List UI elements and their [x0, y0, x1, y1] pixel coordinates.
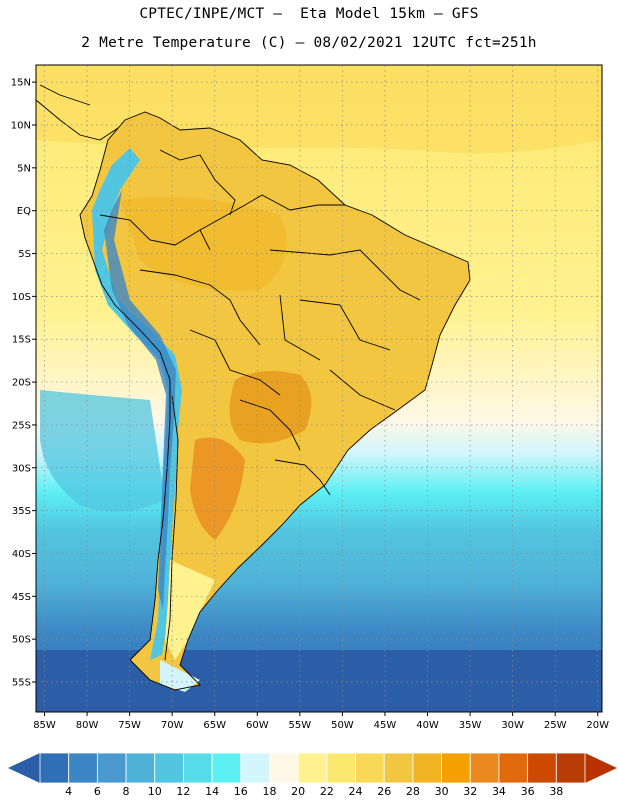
- colorbar-label: 16: [234, 785, 248, 798]
- border-chile-argentina: [164, 394, 179, 661]
- cold-southern-ocean: [36, 650, 602, 712]
- border-brazil-north: [199, 194, 345, 231]
- lon-tick-label: 25W: [544, 720, 567, 731]
- country-borders: [36, 84, 471, 691]
- lon-tick-label: 60W: [246, 720, 269, 731]
- border-peru-bolivia-brazil: [139, 269, 261, 346]
- lat-tick-label: 25S: [12, 420, 31, 431]
- lat-tick-label: 55S: [12, 678, 31, 689]
- lon-tick-label: 80W: [76, 720, 99, 731]
- colorbar-cell: [412, 752, 442, 784]
- colorbar-label: 18: [262, 785, 276, 798]
- colorbar-cell: [68, 752, 98, 784]
- colorbar-cell: [326, 752, 356, 784]
- colorbar-low-arrow: [8, 753, 40, 783]
- colorbar-cell: [154, 752, 184, 784]
- colorbar-cell: [469, 752, 500, 784]
- brazil-states: [269, 249, 421, 411]
- colorbar-cell: [355, 752, 385, 784]
- map-field: [36, 65, 602, 712]
- colorbar-label: 36: [521, 785, 535, 798]
- latitude-axis: 15N 10N 5N EQ 5S 10S 15S 20S 25S 30S 35S 40S 45S 50S 5…: [11, 78, 36, 689]
- border-bolivia: [189, 329, 281, 396]
- lat-tick-label: 30S: [12, 463, 31, 474]
- colorbar-label: 26: [377, 785, 391, 798]
- colorbar-cell: [269, 752, 299, 784]
- warm-amazon-zone: [120, 197, 287, 291]
- lon-tick-label: 85W: [33, 720, 56, 731]
- colorbar-cell: [39, 752, 70, 784]
- map-title-source: CPTEC/INPE/MCT – Eta Model 15km – GFS: [139, 6, 479, 22]
- colorbar-label: 34: [492, 785, 506, 798]
- lon-tick-label: 40W: [416, 720, 439, 731]
- lon-tick-label: 70W: [161, 720, 184, 731]
- border-colombia-ecuador-peru: [99, 214, 211, 251]
- colorbar-high-arrow: [585, 753, 617, 783]
- lon-tick-label: 55W: [289, 720, 312, 731]
- lat-tick-label: 15S: [12, 335, 31, 346]
- lat-tick-label: 10S: [12, 292, 31, 303]
- south-america-coastline: [79, 111, 471, 691]
- colorbar-label: 10: [148, 785, 162, 798]
- colorbar-label: 8: [123, 785, 130, 798]
- andes-cold-strip: [92, 148, 182, 660]
- longitude-axis: 85W 80W 75W 70W 65W 60W 55W 50W 45W 40W 35W 30W 25W 2…: [33, 712, 609, 731]
- patagonia-cool-zone: [165, 560, 215, 660]
- temperature-colorbar: 4 6 8 10 12 14 16 18 20 22 24 26 28 30 32 34 36 38: [8, 752, 617, 798]
- lat-tick-label: 50S: [12, 635, 31, 646]
- andes-peak-strip: [104, 190, 176, 610]
- colorbar-label: 32: [463, 785, 477, 798]
- central-america-coast: [36, 84, 119, 141]
- colorbar-cell: [527, 752, 557, 784]
- colorbar-label: 4: [65, 785, 72, 798]
- colorbar-cell: [555, 752, 586, 784]
- lat-tick-label: 40S: [12, 549, 31, 560]
- lat-tick-label: 10N: [11, 120, 31, 131]
- colorbar-cells: [39, 752, 586, 784]
- border-paraguay: [239, 399, 301, 451]
- lon-tick-label: 65W: [203, 720, 226, 731]
- colorbar-cell: [211, 752, 242, 784]
- lat-tick-label: 45S: [12, 592, 31, 603]
- lat-tick-label: 20S: [12, 378, 31, 389]
- colorbar-cell: [96, 752, 127, 784]
- colorbar-cell: [441, 752, 471, 784]
- lon-tick-label: 75W: [118, 720, 141, 731]
- colorbar-label: 24: [349, 785, 363, 798]
- tierra-del-fuego: [160, 660, 200, 692]
- colorbar-label: 6: [94, 785, 101, 798]
- colorbar-cell: [240, 752, 270, 784]
- map-frame: [35, 64, 603, 713]
- lon-tick-label: 35W: [459, 720, 482, 731]
- border-argentina-uruguay-brazil: [274, 459, 331, 496]
- colorbar-label: 20: [291, 785, 305, 798]
- colorbar-label: 22: [320, 785, 334, 798]
- colorbar-cell: [297, 752, 328, 784]
- lat-tick-label: 15N: [11, 78, 31, 89]
- colorbar-label: 14: [205, 785, 219, 798]
- colorbar-cell: [498, 752, 529, 784]
- colorbar-label: 38: [549, 785, 563, 798]
- colorbar-cell: [183, 752, 213, 784]
- lon-tick-label: 45W: [374, 720, 397, 731]
- colorbar-label: 30: [435, 785, 449, 798]
- cool-pacific-tongue: [40, 390, 165, 512]
- lat-tick-label: 5N: [17, 163, 31, 174]
- lon-tick-label: 20W: [586, 720, 609, 731]
- colorbar-cell: [125, 752, 156, 784]
- lat-tick-label: EQ: [17, 206, 31, 217]
- hot-argentina-zone: [190, 437, 245, 540]
- map-title-variable: 2 Metre Temperature (C) – 08/02/2021 12U…: [81, 35, 537, 51]
- colorbar-label: 28: [406, 785, 420, 798]
- colorbar-cell: [383, 752, 414, 784]
- colorbar-label: 12: [176, 785, 190, 798]
- lon-tick-label: 50W: [331, 720, 354, 731]
- lat-tick-label: 5S: [18, 249, 31, 260]
- hot-interior-zone: [229, 371, 312, 444]
- lat-tick-label: 35S: [12, 506, 31, 517]
- lon-tick-label: 30W: [501, 720, 524, 731]
- colorbar-labels: 4 6 8 10 12 14 16 18 20 22 24 26 28 30 32 34 36 38: [65, 785, 563, 798]
